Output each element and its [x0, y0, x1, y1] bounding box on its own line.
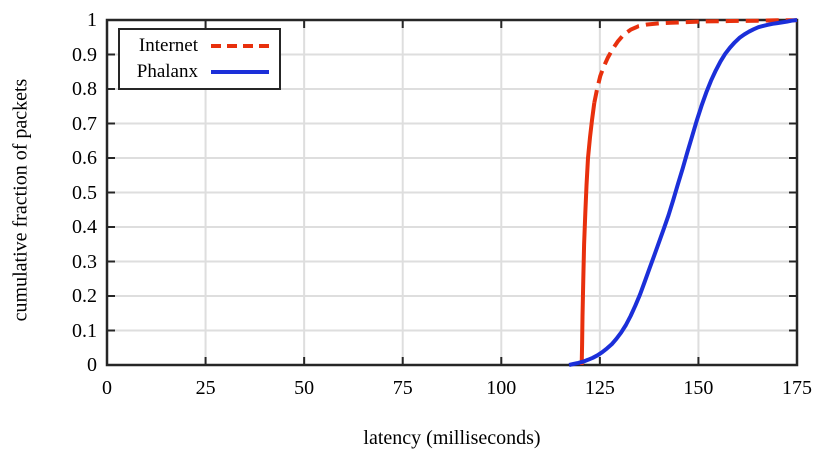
legend-label-internet: Internet	[138, 35, 198, 56]
x-tick-label: 100	[486, 377, 517, 399]
solid-line-icon	[211, 70, 269, 74]
x-tick-label: 125	[584, 377, 615, 399]
x-tick-label: 150	[683, 377, 714, 399]
y-tick-label: 0.5	[72, 181, 97, 204]
y-tick-label: 0.9	[72, 43, 97, 66]
y-axis-label: cumulative fraction of packets	[9, 78, 32, 322]
y-tick-label: 0.7	[72, 112, 97, 135]
y-tick-label: 0.2	[72, 285, 97, 307]
x-tick-label: 50	[294, 377, 315, 399]
y-tick-label: 0.8	[72, 78, 97, 100]
x-tick-label: 25	[195, 377, 216, 399]
y-tick-label: 0.6	[72, 147, 97, 169]
x-tick-label: 75	[392, 377, 413, 399]
dashed-line-icon	[211, 44, 269, 48]
legend: Internet Phalanx	[118, 28, 281, 90]
y-tick-label: 0.3	[72, 250, 97, 273]
y-tick-label: 0	[87, 354, 97, 376]
x-tick-label: 0	[102, 377, 112, 399]
legend-label-phalanx: Phalanx	[136, 61, 198, 82]
y-tick-label: 0.1	[72, 319, 97, 342]
legend-item-phalanx: Phalanx	[120, 62, 269, 82]
x-axis-label: latency (milliseconds)	[363, 427, 541, 449]
x-tick-label: 175	[782, 377, 812, 399]
y-tick-label: 0.4	[72, 216, 97, 238]
legend-item-internet: Internet	[120, 36, 269, 56]
y-tick-label: 1	[87, 9, 97, 31]
